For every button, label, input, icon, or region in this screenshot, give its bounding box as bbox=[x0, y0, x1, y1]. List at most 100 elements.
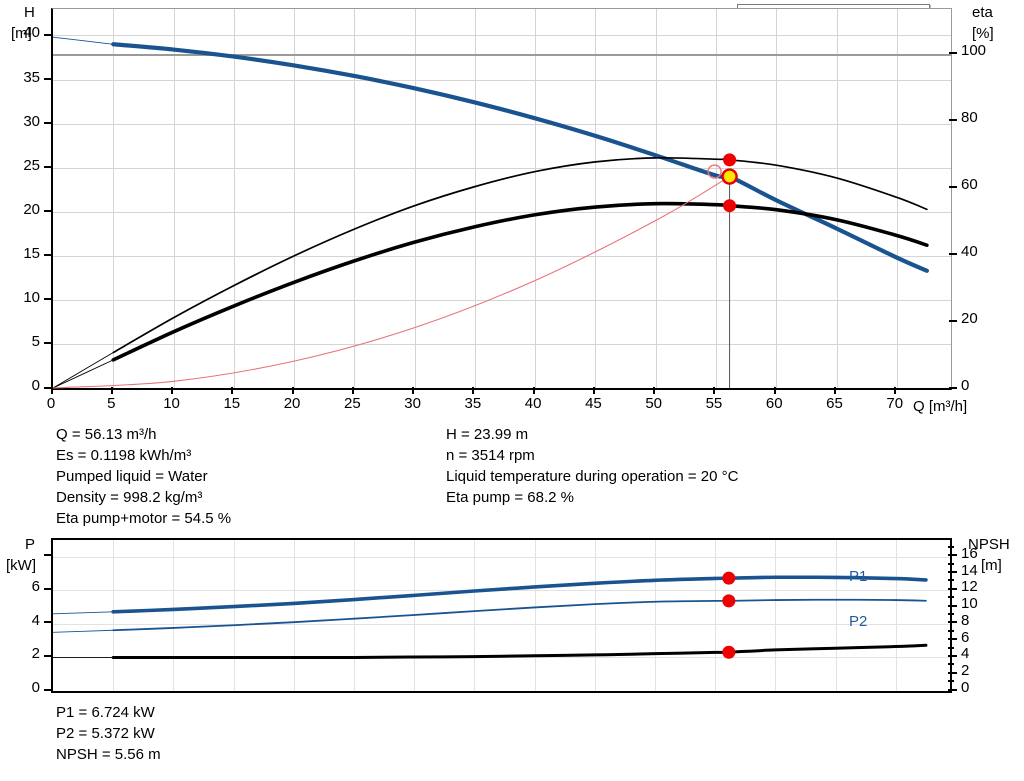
gridline-vertical bbox=[594, 540, 596, 691]
curve-p2 bbox=[112, 598, 927, 632]
p-axis-tick-label: 2 bbox=[31, 645, 40, 663]
p-axis-tick-label: 4 bbox=[31, 611, 40, 629]
q-axis-tick-label: 45 bbox=[585, 395, 602, 412]
gridline-vertical bbox=[293, 540, 295, 691]
p1-curve-label: P1 bbox=[849, 568, 868, 585]
q-axis-tickmark bbox=[291, 387, 294, 394]
curve-p2-start bbox=[52, 629, 114, 633]
p1-point-marker[interactable] bbox=[722, 571, 736, 585]
q-axis-tick-label: 60 bbox=[765, 395, 783, 412]
q-axis-tickmark bbox=[773, 387, 776, 394]
q-axis-tickmark bbox=[472, 387, 475, 394]
gridline-vertical bbox=[113, 9, 115, 388]
eta-axis-tickmark bbox=[949, 319, 957, 322]
npsh-axis-tickmark bbox=[948, 604, 957, 607]
curve-eta-pump-motor-start bbox=[52, 359, 114, 389]
p-axis-tick-label: 0 bbox=[31, 679, 40, 696]
npsh-axis-minor-tickmark bbox=[948, 579, 954, 582]
npsh-axis-tickmark bbox=[948, 571, 957, 574]
h-axis-label-unit-line1: H bbox=[24, 4, 35, 21]
p-axis-label-line2: [kW] bbox=[6, 557, 36, 574]
npsh-axis-tickmark bbox=[948, 638, 957, 641]
npsh-axis-tickmark bbox=[948, 554, 957, 557]
npsh-axis-minor-tickmark bbox=[948, 562, 954, 565]
q-axis-tick-label: 65 bbox=[826, 395, 843, 412]
npsh-axis-tick-label: 6 bbox=[961, 628, 970, 646]
gridline-vertical bbox=[835, 540, 837, 691]
info-es: Es = 0.1198 kWh/m³ bbox=[56, 447, 192, 464]
gridline-horizontal bbox=[53, 123, 951, 125]
gridline-vertical bbox=[595, 9, 597, 388]
p-axis-label-line1: P bbox=[25, 536, 36, 553]
gridline-horizontal bbox=[53, 79, 951, 81]
gridline-horizontal bbox=[53, 657, 950, 659]
npsh-axis-tickmark bbox=[948, 621, 957, 624]
q-axis-tick-label: 10 bbox=[163, 395, 180, 412]
p-axis-tickmark bbox=[44, 654, 51, 657]
h-axis-tick-label: 40 bbox=[23, 24, 40, 42]
main-plot-area bbox=[51, 8, 952, 390]
gridline-vertical bbox=[113, 540, 115, 691]
curve-eta-pump-start bbox=[52, 352, 114, 389]
gridline-horizontal bbox=[53, 556, 950, 558]
q-axis-tickmark bbox=[110, 387, 113, 394]
eta-axis-label-line1: eta bbox=[972, 4, 993, 21]
power-npsh-curves-layer bbox=[52, 571, 928, 659]
p-axis-tick-label: 6 bbox=[31, 578, 40, 596]
npsh-axis-tick-label: 2 bbox=[961, 662, 970, 680]
q-axis-tickmark bbox=[894, 387, 897, 394]
gridline-vertical bbox=[655, 540, 656, 691]
gridline-vertical bbox=[233, 9, 235, 388]
h-axis-tick-label: 20 bbox=[23, 200, 40, 218]
gridline-horizontal bbox=[53, 167, 951, 169]
q-axis-tickmark bbox=[412, 387, 415, 394]
gridline-vertical bbox=[896, 9, 898, 388]
gridline-vertical bbox=[474, 540, 476, 691]
npsh-axis-tick-label: 10 bbox=[961, 595, 978, 613]
system-curve bbox=[52, 176, 730, 389]
eta-point-marker[interactable] bbox=[723, 153, 737, 167]
power-npsh-plot-area bbox=[51, 538, 952, 693]
curve-head-curve-h-start bbox=[52, 36, 114, 45]
info-liquid: Pumped liquid = Water bbox=[56, 468, 208, 485]
h-axis-tick-label: 10 bbox=[23, 288, 40, 306]
h-axis-tick-label: 15 bbox=[23, 244, 40, 262]
h-axis-tickmark bbox=[44, 386, 51, 389]
curve-eta-pump bbox=[112, 156, 928, 354]
gridline-horizontal bbox=[53, 343, 951, 345]
duty-point-marker[interactable] bbox=[721, 168, 738, 185]
gridline-vertical bbox=[836, 9, 838, 388]
eta-axis-tick-label: 60 bbox=[961, 176, 978, 194]
info-q: Q = 56.13 m³/h bbox=[56, 426, 157, 443]
h-axis-label-unit-line2: [m] bbox=[11, 25, 32, 42]
q-axis-tick-label: 35 bbox=[464, 395, 482, 412]
eta-axis-tickmark bbox=[949, 185, 957, 188]
npsh-axis-tickmark bbox=[948, 688, 957, 691]
npsh-axis-tick-label: 14 bbox=[961, 561, 978, 579]
gridline-vertical bbox=[173, 9, 175, 388]
p2-point-marker[interactable] bbox=[722, 594, 736, 608]
gridline-vertical bbox=[534, 540, 536, 691]
info-h: H = 23.99 m bbox=[446, 426, 529, 443]
npsh-axis-label-line2: [m] bbox=[981, 557, 1002, 574]
info-speed: n = 3514 rpm bbox=[446, 447, 535, 464]
info-density: Density = 998.2 kg/m³ bbox=[56, 489, 203, 506]
gridline-vertical bbox=[294, 9, 296, 388]
q-axis-tickmark bbox=[653, 387, 656, 394]
eta-point-marker[interactable] bbox=[723, 199, 737, 213]
q-axis-tick-label: 15 bbox=[223, 395, 241, 412]
h-axis-tickmark bbox=[44, 298, 51, 301]
q-axis-tick-label: 55 bbox=[705, 395, 723, 412]
q-axis-tick-label: 30 bbox=[404, 395, 421, 412]
npsh-point-marker[interactable] bbox=[722, 645, 736, 659]
curve-p1 bbox=[111, 575, 928, 614]
gridline-vertical bbox=[715, 540, 717, 691]
info-temperature: Liquid temperature during operation = 20… bbox=[446, 468, 739, 485]
h-axis-tick-label: 35 bbox=[23, 68, 40, 86]
q-axis-tick-label: 20 bbox=[283, 395, 301, 412]
gridline-horizontal bbox=[53, 35, 951, 37]
eta-axis-tick-label: 80 bbox=[961, 109, 978, 127]
eta-axis-tick-label: 40 bbox=[961, 243, 978, 261]
eta-axis-tick-label: 20 bbox=[961, 310, 978, 328]
